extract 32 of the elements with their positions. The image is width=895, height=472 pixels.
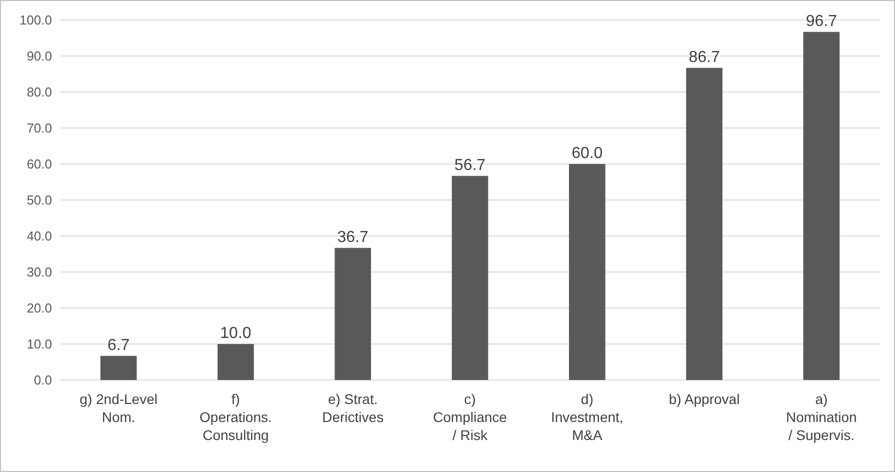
bar: [218, 344, 254, 380]
bar: [803, 32, 840, 380]
x-tick-label: a) Nomination / Supervis.: [786, 391, 857, 443]
x-tick-label: b) Approval: [668, 391, 740, 407]
data-label: 6.7: [107, 336, 130, 354]
x-tick-label: e) Strat. Derictives: [322, 391, 384, 425]
y-tick-label: 20.0: [26, 300, 52, 316]
data-label: 10.0: [220, 325, 252, 342]
y-tick-label: 70.0: [26, 120, 52, 136]
data-label: 56.7: [454, 156, 486, 174]
x-tick-label: c) Compliance / Risk: [433, 391, 508, 443]
y-tick-label: 90.0: [26, 48, 52, 64]
x-tick-label: g) 2nd-Level Nom.: [80, 391, 158, 425]
data-label: 86.7: [688, 48, 720, 66]
y-tick-label: 10.0: [26, 336, 52, 352]
y-tick-label: 30.0: [26, 264, 52, 280]
y-tick-label: 100.0: [19, 12, 52, 28]
data-label: 60.0: [572, 145, 603, 162]
data-label: 96.7: [806, 12, 838, 30]
y-tick-label: 40.0: [26, 228, 52, 244]
y-tick-label: 60.0: [26, 156, 52, 172]
bar: [100, 356, 137, 380]
data-label: 36.7: [337, 228, 369, 246]
x-tick-label: d) Investment, M&A: [550, 391, 624, 443]
bar: [452, 176, 488, 380]
x-tick-label: f) Operations. Consulting: [200, 391, 272, 443]
y-tick-label: 0.0: [34, 372, 52, 388]
y-tick-label: 50.0: [26, 192, 52, 208]
y-tick-label: 80.0: [26, 84, 52, 100]
bar: [568, 164, 606, 380]
bar: [334, 248, 372, 380]
bar: [686, 68, 722, 380]
